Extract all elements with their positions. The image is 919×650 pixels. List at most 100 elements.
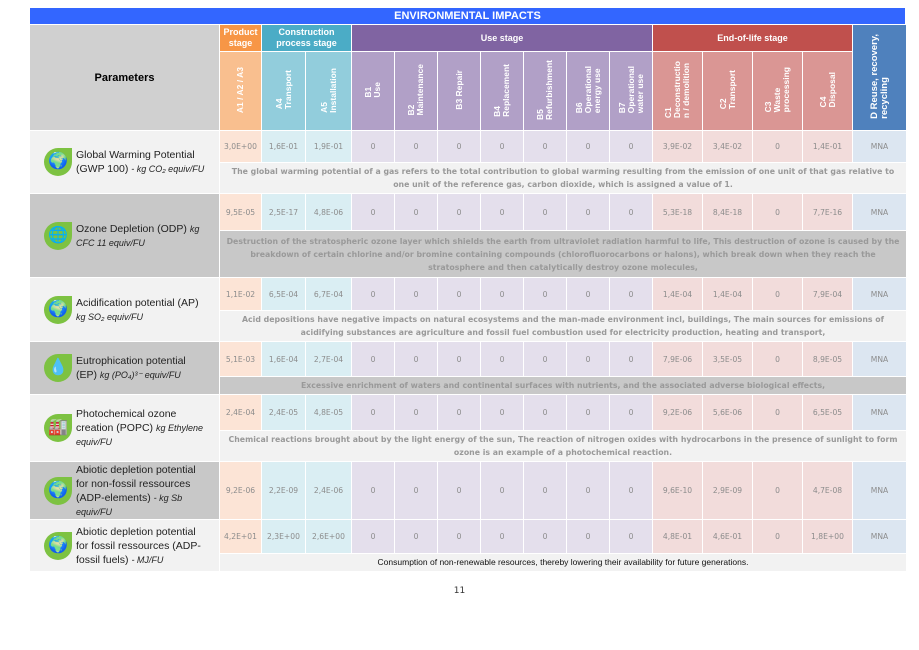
- value-cell: 0: [567, 462, 609, 519]
- value-cell: 0: [352, 462, 394, 519]
- value-cell: 7,9E-04: [803, 278, 853, 310]
- parameter-name: Acidification potential (AP): [76, 296, 199, 309]
- column-header: B1 Use: [352, 52, 394, 130]
- impact-description: Excessive enrichment of waters and conti…: [220, 377, 907, 394]
- mineral-globe-icon: 🌍: [44, 476, 72, 505]
- value-cell: 0: [438, 395, 480, 430]
- value-cell: 0: [352, 194, 394, 230]
- value-cell: 0: [395, 194, 437, 230]
- column-header: B6 Operational energy use: [567, 52, 609, 130]
- parameter-name: Abiotic depletion potential for non-foss…: [76, 463, 196, 504]
- impact-description: Acid depositions have negative impacts o…: [220, 311, 907, 341]
- value-cell: 0: [524, 278, 566, 310]
- value-cell: 1,8E+00: [803, 520, 853, 553]
- column-label: C4 Disposal: [817, 72, 837, 108]
- value-cell: 0: [610, 278, 652, 310]
- value-cell: 4,6E-01: [703, 520, 752, 553]
- value-cell: 5,3E-18: [653, 194, 702, 230]
- column-header: C4 Disposal: [803, 52, 853, 130]
- table-row: 🌍 Abiotic depletion potential for fossil …: [30, 520, 907, 571]
- parameter-unit: kg CFC 11 equiv/FU: [76, 223, 200, 248]
- value-cell: 1,6E-01: [262, 131, 305, 162]
- column-header: A4 Transport: [262, 52, 305, 130]
- column-label: A4 Transport: [273, 70, 293, 110]
- value-cell: 0: [753, 342, 802, 376]
- value-cell: 0: [395, 278, 437, 310]
- value-cell: MNA: [853, 278, 907, 310]
- value-cell: 3,9E-02: [653, 131, 702, 162]
- value-cell: 0: [567, 131, 609, 162]
- value-cell: 6,7E-04: [306, 278, 351, 310]
- column-label: B1 Use: [363, 82, 382, 98]
- column-d-reuse: D Reuse, recovery, recycling: [853, 25, 907, 130]
- fossil-globe-icon: 🌍: [44, 531, 72, 560]
- value-cell: 3,0E+00: [220, 131, 261, 162]
- value-cell: 0: [610, 462, 652, 519]
- value-cell: 0: [524, 462, 566, 519]
- parameter-name: Eutrophication potential (EP): [76, 355, 186, 381]
- parameters-header: Parameters: [30, 25, 219, 130]
- column-label: C2 Transport: [717, 70, 737, 110]
- value-cell: 6,5E-04: [262, 278, 305, 310]
- value-cell: 9,5E-05: [220, 194, 261, 230]
- value-cell: 0: [610, 395, 652, 430]
- value-cell: 2,5E-17: [262, 194, 305, 230]
- column-header: B3 Repair: [438, 52, 480, 130]
- value-cell: 4,8E-06: [306, 194, 351, 230]
- parameter-name: Abiotic depletion potential for fossil r…: [76, 525, 201, 566]
- value-cell: 0: [352, 520, 394, 553]
- column-header: A5 Installation: [306, 52, 351, 130]
- group-end-of-life-stage: End-of-life stage: [653, 25, 853, 51]
- value-cell: 0: [438, 194, 480, 230]
- parameter-unit: kg Ethylene equiv/FU: [76, 423, 203, 447]
- value-cell: 0: [438, 462, 480, 519]
- column-header: C1 Deconstructio n / demolition: [653, 52, 702, 130]
- value-cell: 0: [438, 520, 480, 553]
- parameter-cell: 🌐 Ozone Depletion (ODP) kg CFC 11 equiv/F…: [30, 194, 219, 277]
- value-cell: 3,4E-02: [703, 131, 752, 162]
- table-title: ENVIRONMENTAL IMPACTS: [30, 8, 905, 24]
- value-cell: 3,5E-05: [703, 342, 752, 376]
- table-row: 🌐 Ozone Depletion (ODP) kg CFC 11 equiv/F…: [30, 194, 907, 277]
- description-row: Destruction of the stratospheric ozone l…: [30, 231, 907, 277]
- parameter-cell: 🌍 Global Warming Potential (GWP 100) - kg…: [30, 131, 219, 193]
- value-cell: 0: [352, 395, 394, 430]
- column-header: B2 Maintenance: [395, 52, 437, 130]
- value-cell: 2,4E-05: [262, 395, 305, 430]
- value-cell: 1,6E-04: [262, 342, 305, 376]
- environmental-impacts-table: ENVIRONMENTAL IMPACTS Parameters Product…: [30, 8, 907, 572]
- parameter-name: Photochemical ozone creation (POPC): [76, 408, 177, 434]
- value-cell: 0: [753, 194, 802, 230]
- value-cell: 4,8E-05: [306, 395, 351, 430]
- parameter-cell: 💧 Eutrophication potential (EP) kg (PO₄)³…: [30, 342, 219, 394]
- value-cell: 0: [567, 194, 609, 230]
- parameter-name: Ozone Depletion (ODP): [76, 222, 187, 235]
- value-cell: MNA: [853, 462, 907, 519]
- description-row: Excessive enrichment of waters and conti…: [30, 377, 907, 394]
- description-row: Chemical reactions brought about by the …: [30, 431, 907, 461]
- value-cell: 0: [567, 278, 609, 310]
- column-header: B5 Refurbishment: [524, 52, 566, 130]
- column-header: A1 / A2 / A3: [220, 52, 261, 130]
- column-header: C3 Waste processing: [753, 52, 802, 130]
- value-cell: 0: [524, 520, 566, 553]
- value-cell: 0: [481, 520, 523, 553]
- column-label: A1 / A2 / A3: [235, 66, 245, 114]
- value-cell: 2,6E+00: [306, 520, 351, 553]
- value-cell: 1,1E-02: [220, 278, 261, 310]
- value-cell: 0: [481, 342, 523, 376]
- acid-rain-globe-icon: 🌍: [44, 295, 72, 324]
- co2-globe-icon: 🌍: [44, 148, 72, 176]
- column-label: C3 Waste processing: [763, 67, 791, 113]
- value-cell: 0: [481, 395, 523, 430]
- parameter-cell: 🌍 Abiotic depletion potential for non-fos…: [30, 462, 219, 519]
- column-label: B6 Operational energy use: [573, 66, 602, 114]
- value-cell: 1,4E-04: [653, 278, 702, 310]
- value-cell: 0: [753, 395, 802, 430]
- ozone-globe-icon: 🌐: [44, 221, 72, 250]
- value-cell: 0: [395, 395, 437, 430]
- value-cell: 0: [481, 278, 523, 310]
- value-cell: 4,8E-01: [653, 520, 702, 553]
- value-cell: 9,2E-06: [653, 395, 702, 430]
- value-cell: 9,6E-10: [653, 462, 702, 519]
